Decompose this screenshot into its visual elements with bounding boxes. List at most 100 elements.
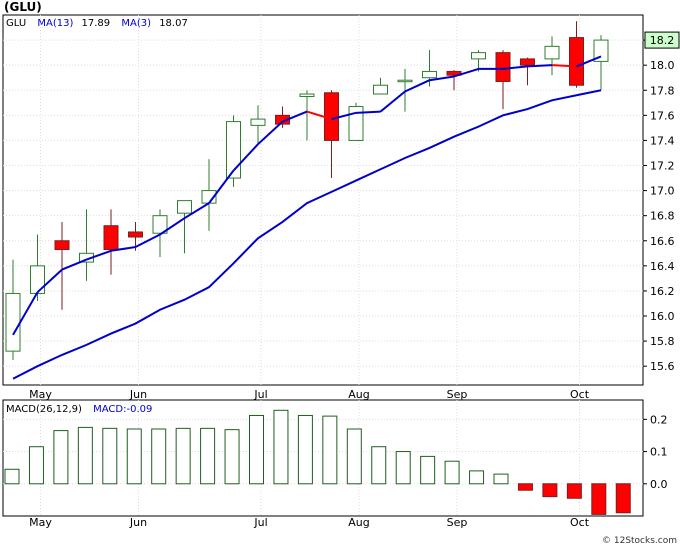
candle-down [54,240,70,251]
price-ytick-label: 16.6 [650,235,675,248]
macd-bar-positive [151,428,167,485]
price-ytick-label: 17.0 [650,185,675,198]
candle-up [152,215,168,234]
ma3-legend-value: 18.07 [159,18,188,29]
price-ytick-label: 16.0 [650,310,675,323]
price-month-label: Oct [570,388,590,401]
macd-bar-positive [175,427,191,485]
macd-bar-positive [200,427,216,485]
candle-down [128,231,143,238]
macd-month-label: May [29,516,52,529]
macd-bar-positive [469,470,485,485]
price-month-label: Jul [253,388,267,401]
macd-legend-title: MACD(26,12,9) [6,404,82,415]
macd-bar-positive [493,473,509,485]
month-labels: May May Jun Jun Jul Jul Aug Aug Sep Sep Oct Oct [29,388,590,529]
price-month-label: Sep [447,388,468,401]
macd-bar-positive [273,409,289,485]
macd-month-label: Sep [447,516,468,529]
ma3-segment [551,64,577,68]
macd-bar-positive [420,455,436,485]
candlestick-series [5,21,609,360]
macd-bar-positive [126,428,142,485]
chart-title: (GLU) [4,0,42,14]
macd-bar-negative [542,483,558,498]
price-ytick-label: 16.4 [650,260,675,273]
macd-bar-positive [322,415,338,485]
ma3-segment [379,90,406,113]
macd-ytick-label: 0.0 [650,478,668,491]
candle-up [348,106,364,141]
ma3-segment [404,79,430,93]
ma3-segment [12,291,39,336]
candle-up [397,79,413,83]
ma13-legend-value: 17.89 [82,18,111,29]
ma3-segment [355,110,381,114]
price-ytick-label: 15.8 [650,335,675,348]
ma3-segment [159,217,186,236]
candle-up [30,265,45,294]
candle-up [250,118,266,126]
moving-average-lines [12,55,602,380]
macd-bar-negative [517,483,533,491]
price-ytick-label: 17.4 [650,134,675,147]
macd-bar-positive [346,428,362,485]
ma3-segment [331,111,357,121]
macd-bar-negative [566,483,582,499]
macd-bar-positive [4,468,20,485]
last-price-tag: 18.2 [644,31,680,49]
macd-legend-value: MACD:-0.09 [93,404,152,415]
ma3-segment [282,110,308,123]
macd-ytick-label: 0.1 [650,446,668,459]
ma3-legend-label: MA(3) [121,18,151,29]
candle-down [520,58,535,66]
macd-bar-negative [615,483,631,514]
ma3-segment [306,110,332,121]
price-ytick-label: 15.6 [650,360,675,373]
macd-bar-negative [591,483,607,515]
price-ytick-label: 17.8 [650,84,675,97]
ma3-segment [429,75,455,82]
candle-up [471,52,486,60]
candle-up [373,84,388,95]
candle-up [544,45,560,60]
ma3-segment [576,55,602,68]
price-y-axis: 15.6 15.8 16.0 16.2 16.4 16.6 16.8 17.0 17.2 17.4… [643,34,675,373]
macd-bar-positive [53,430,69,485]
ma3-segment [502,65,528,70]
last-price-value: 18.2 [650,34,675,47]
price-legend: GLU MA(13) 17.89 MA(3) 18.07 [6,18,188,29]
macd-legend: MACD(26,12,9) MACD:-0.09 [6,404,152,415]
price-month-label: Aug [348,388,369,401]
ma13-line [12,89,602,380]
candle-up [5,292,21,352]
macd-month-label: Aug [348,516,369,529]
price-ytick-label: 18.0 [650,59,675,72]
macd-bar-positive [249,414,264,485]
ma3-segment [36,268,63,293]
watermark: © 12Stocks.com [602,536,677,546]
ma3-segment [183,202,210,220]
macd-month-label: Oct [570,516,590,529]
candle-up [593,39,609,62]
ma3-segment [86,249,112,261]
macd-bar-positive [224,429,240,485]
macd-bar-positive [444,460,460,485]
ma3-segment [453,67,479,78]
price-legend-ticker: GLU [6,18,26,29]
macd-bar-positive [28,446,44,485]
macd-bar-positive [297,414,313,485]
price-ytick-label: 17.2 [650,160,675,173]
last-price-box [644,31,680,49]
ma3-segment [232,143,259,172]
macd-ytick-label: 0.2 [650,413,668,426]
macd-month-label: Jul [253,516,267,529]
candle-up [226,121,241,179]
ma3-segment [257,120,284,145]
macd-bar-positive [395,451,411,485]
candle-up [299,93,315,98]
macd-bar-positive [102,427,118,485]
price-ytick-label: 16.8 [650,210,675,223]
